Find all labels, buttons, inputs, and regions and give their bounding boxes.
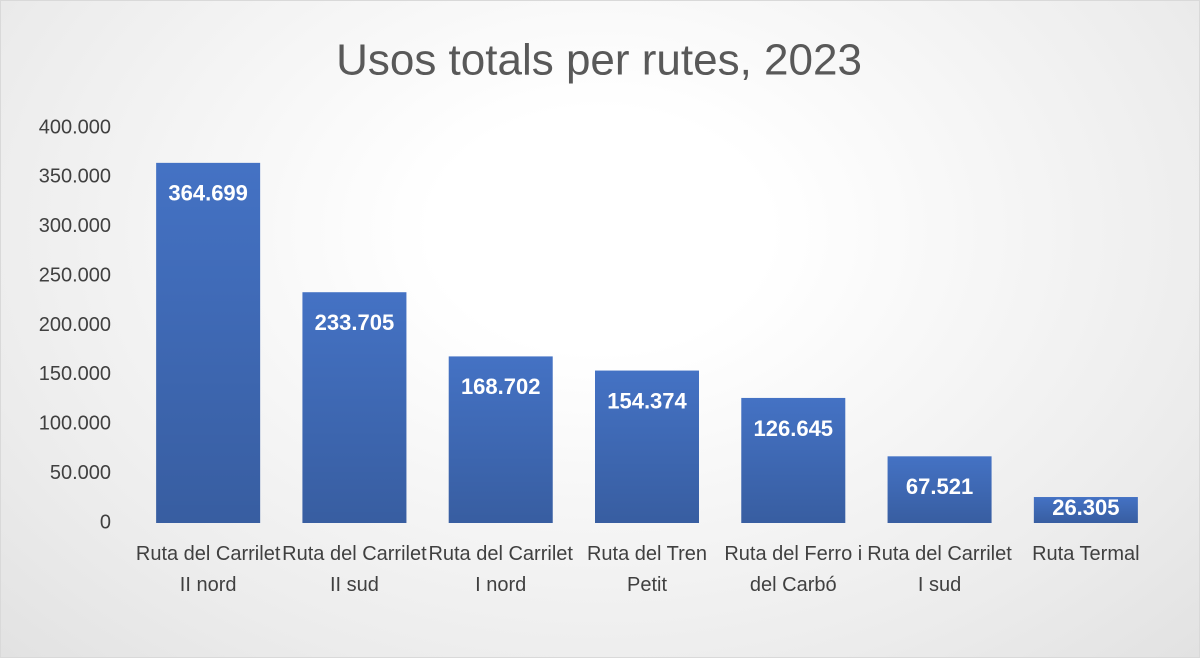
y-tick-label: 350.000 — [39, 166, 111, 188]
bar-shading — [741, 397, 846, 523]
data-label: 168.702 — [461, 374, 541, 399]
x-tick-label: Ruta del Carrilet II sud — [282, 543, 427, 596]
x-tick-label: Ruta del Carrilet I nord — [428, 543, 573, 596]
y-tick-label: 400.000 — [39, 116, 111, 138]
data-label: 233.705 — [315, 310, 395, 335]
y-tick-label: 100.000 — [39, 413, 111, 435]
data-label: 26.305 — [1052, 495, 1119, 520]
x-tick-label: Ruta Termal — [1032, 543, 1140, 565]
bar-shading — [302, 292, 407, 523]
bar-shading — [448, 356, 553, 523]
data-label: 364.699 — [168, 181, 248, 206]
data-label: 154.374 — [607, 388, 687, 413]
x-tick-label: Ruta del Carrilet II nord — [135, 543, 281, 596]
y-tick-label: 0 — [100, 511, 111, 533]
y-tick-label: 150.000 — [39, 363, 111, 385]
chart-title: Usos totals per rutes, 2023 — [336, 36, 862, 85]
data-label: 67.521 — [906, 474, 973, 499]
bar-shading — [156, 162, 261, 523]
data-label: 126.645 — [754, 416, 834, 441]
x-tick-label: Ruta del Tren Petit — [586, 543, 708, 596]
bar-shading — [1033, 497, 1138, 523]
bar-shading — [595, 370, 699, 523]
bar-shading — [887, 456, 992, 523]
x-tick-label: Ruta del Ferro i del Carbó — [724, 543, 863, 596]
y-tick-label: 250.000 — [39, 264, 111, 286]
x-tick-label: Ruta del Carrilet I sud — [867, 543, 1012, 596]
y-tick-label: 200.000 — [39, 314, 111, 336]
y-tick-label: 300.000 — [39, 215, 111, 237]
y-tick-label: 50.000 — [50, 462, 111, 484]
